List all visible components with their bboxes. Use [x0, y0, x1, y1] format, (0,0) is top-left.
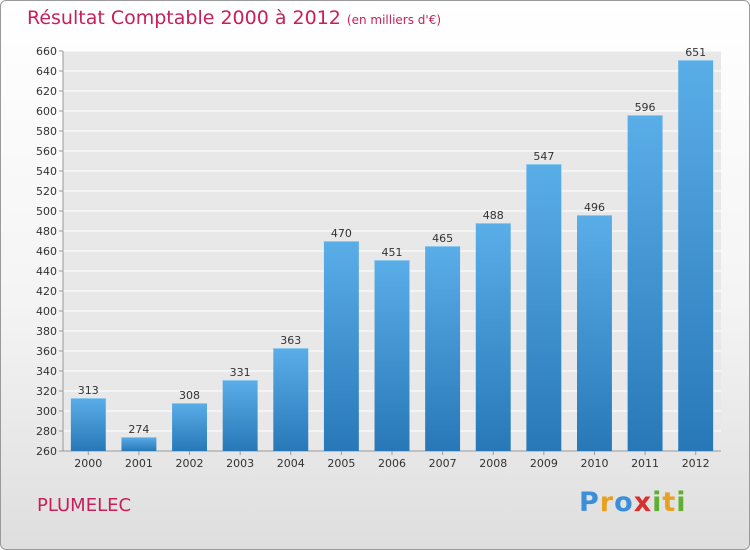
x-tick-label: 2006 [378, 457, 406, 470]
y-tick-label: 480 [36, 225, 57, 238]
y-tick-label: 420 [36, 285, 57, 298]
x-tick-label: 2011 [631, 457, 659, 470]
logo-letter: i [676, 487, 687, 518]
bar-2001 [121, 437, 157, 451]
y-tick-label: 280 [36, 425, 57, 438]
chart-subtitle: (en milliers d'€) [346, 13, 442, 27]
y-tick-label: 620 [36, 85, 57, 98]
data-label: 331 [230, 366, 251, 379]
bar-2000 [70, 398, 106, 451]
data-label: 363 [280, 334, 301, 347]
y-tick-label: 500 [36, 205, 57, 218]
y-tick-label: 660 [36, 45, 57, 58]
data-label: 596 [635, 101, 656, 114]
y-tick-label: 300 [36, 405, 57, 418]
x-tick-label: 2008 [479, 457, 507, 470]
x-tick-label: 2002 [176, 457, 204, 470]
x-tick-label: 2000 [74, 457, 102, 470]
proxiti-logo[interactable]: Proxiti [579, 487, 687, 518]
data-label: 274 [128, 423, 149, 436]
y-tick-label: 540 [36, 165, 57, 178]
y-tick-label: 400 [36, 305, 57, 318]
data-label: 308 [179, 389, 200, 402]
logo-letter: r [599, 487, 615, 518]
chart-title-text: Résultat Comptable 2000 à 2012 [27, 7, 341, 29]
bar-2011 [627, 115, 663, 451]
bar-2007 [425, 246, 461, 451]
data-label: 470 [331, 227, 352, 240]
bar-2004 [273, 348, 309, 451]
data-label: 547 [533, 150, 554, 163]
y-tick-label: 580 [36, 125, 57, 138]
bar-2003 [222, 380, 258, 451]
data-label: 488 [483, 209, 504, 222]
y-tick-label: 340 [36, 365, 57, 378]
bar-2010 [576, 215, 612, 451]
x-tick-label: 2007 [429, 457, 457, 470]
data-label: 651 [685, 46, 706, 59]
x-tick-label: 2012 [682, 457, 710, 470]
bar-2008 [475, 223, 511, 451]
y-tick-label: 600 [36, 105, 57, 118]
logo-letter: o [614, 487, 634, 518]
y-tick-label: 320 [36, 385, 57, 398]
x-tick-label: 2001 [125, 457, 153, 470]
bar-2012 [678, 60, 714, 451]
x-tick-label: 2005 [327, 457, 355, 470]
logo-letter: x [633, 487, 653, 518]
data-label: 313 [78, 384, 99, 397]
data-label: 465 [432, 232, 453, 245]
x-tick-label: 2009 [530, 457, 558, 470]
bar-2005 [323, 241, 359, 451]
y-tick-label: 460 [36, 245, 57, 258]
logo-letter: P [579, 487, 600, 518]
logo-letter: t [662, 487, 677, 518]
commune-name: PLUMELEC [37, 495, 132, 516]
y-tick-label: 560 [36, 145, 57, 158]
x-tick-label: 2003 [226, 457, 254, 470]
y-tick-label: 640 [36, 65, 57, 78]
y-tick-label: 520 [36, 185, 57, 198]
chart-title: Résultat Comptable 2000 à 2012 (en millie… [27, 7, 441, 29]
logo-letter: i [652, 487, 663, 518]
x-tick-label: 2010 [580, 457, 608, 470]
x-tick-label: 2004 [277, 457, 305, 470]
data-label: 496 [584, 201, 605, 214]
data-label: 451 [382, 246, 403, 259]
bar-2002 [172, 403, 208, 451]
y-tick-label: 260 [36, 445, 57, 458]
y-tick-label: 380 [36, 325, 57, 338]
y-tick-label: 440 [36, 265, 57, 278]
bar-2009 [526, 164, 562, 451]
bar-2006 [374, 260, 410, 451]
y-tick-label: 360 [36, 345, 57, 358]
